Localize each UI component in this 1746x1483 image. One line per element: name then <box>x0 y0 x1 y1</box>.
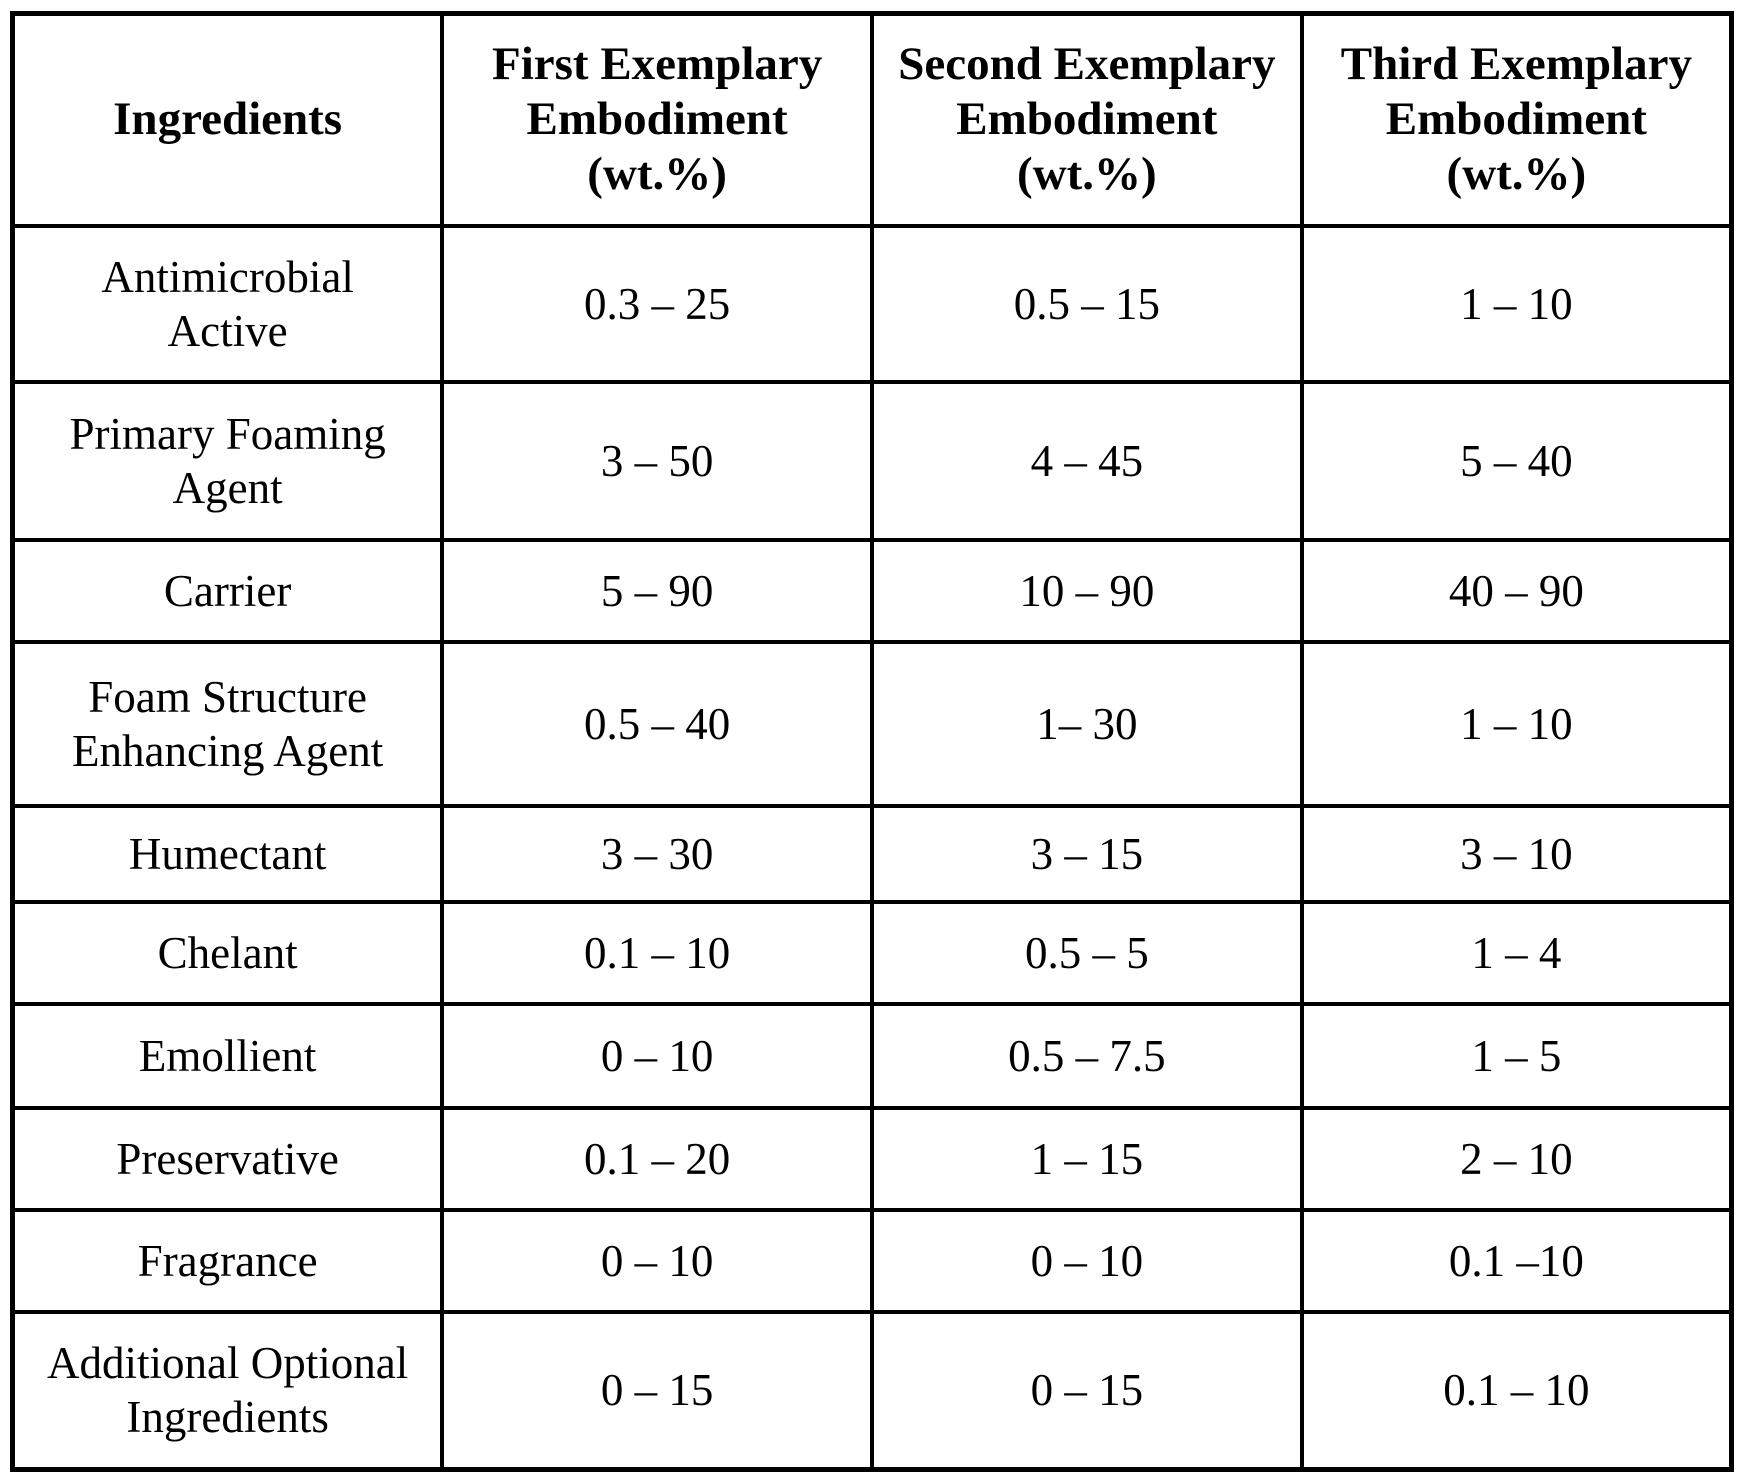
value-second: 0.5 – 7.5 <box>870 1001 1304 1110</box>
row-carrier: Carrier 5 – 90 10 – 90 40 – 90 <box>10 537 1734 644</box>
row-primary-foaming-agent: Primary Foaming Agent 3 – 50 4 – 45 5 – … <box>10 379 1734 542</box>
value-first: 0.1 – 10 <box>440 899 874 1006</box>
header-row: Ingredients First Exemplary Embodiment (… <box>10 11 1734 228</box>
value-third: 2 – 10 <box>1299 1105 1734 1212</box>
value-first: 0 – 10 <box>440 1207 874 1314</box>
value-second: 10 – 90 <box>870 537 1304 644</box>
ingredient-name: Fragrance <box>10 1207 445 1314</box>
ingredient-name: Carrier <box>10 537 445 644</box>
value-first: 3 – 50 <box>440 379 874 542</box>
value-second: 0.5 – 5 <box>870 899 1304 1006</box>
value-third: 5 – 40 <box>1299 379 1734 542</box>
value-third: 0.1 –10 <box>1299 1207 1734 1314</box>
value-second: 1 – 15 <box>870 1105 1304 1212</box>
row-additional-optional-ingredients: Additional Optional Ingredients 0 – 15 0… <box>10 1309 1734 1472</box>
ingredient-name: Preservative <box>10 1105 445 1212</box>
row-preservative: Preservative 0.1 – 20 1 – 15 2 – 10 <box>10 1105 1734 1212</box>
value-second: 0 – 10 <box>870 1207 1304 1314</box>
value-third: 40 – 90 <box>1299 537 1734 644</box>
value-third: 1 – 10 <box>1299 639 1734 808</box>
ingredient-name: Chelant <box>10 899 445 1006</box>
ingredient-name: Primary Foaming Agent <box>10 379 445 542</box>
header-ingredients: Ingredients <box>10 11 445 228</box>
value-second: 0 – 15 <box>870 1309 1304 1472</box>
value-first: 3 – 30 <box>440 803 874 904</box>
row-foam-structure-enhancing-agent: Foam Structure Enhancing Agent 0.5 – 40 … <box>10 639 1734 808</box>
value-first: 0.5 – 40 <box>440 639 874 808</box>
header-first-embodiment: First Exemplary Embodiment (wt.%) <box>440 11 874 228</box>
value-third: 1 – 5 <box>1299 1001 1734 1110</box>
value-first: 5 – 90 <box>440 537 874 644</box>
ingredient-name: Additional Optional Ingredients <box>10 1309 445 1472</box>
row-antimicrobial-active: Antimicrobial Active 0.3 – 25 0.5 – 15 1… <box>10 223 1734 384</box>
ingredient-name: Humectant <box>10 803 445 904</box>
row-chelant: Chelant 0.1 – 10 0.5 – 5 1 – 4 <box>10 899 1734 1006</box>
value-second: 1– 30 <box>870 639 1304 808</box>
value-third: 1 – 4 <box>1299 899 1734 1006</box>
row-fragrance: Fragrance 0 – 10 0 – 10 0.1 –10 <box>10 1207 1734 1314</box>
row-emollient: Emollient 0 – 10 0.5 – 7.5 1 – 5 <box>10 1001 1734 1110</box>
value-third: 0.1 – 10 <box>1299 1309 1734 1472</box>
ingredient-name: Foam Structure Enhancing Agent <box>10 639 445 808</box>
header-third-embodiment: Third Exemplary Embodiment (wt.%) <box>1299 11 1734 228</box>
value-first: 0.1 – 20 <box>440 1105 874 1212</box>
value-second: 4 – 45 <box>870 379 1304 542</box>
value-first: 0 – 10 <box>440 1001 874 1110</box>
ingredient-name: Antimicrobial Active <box>10 223 445 384</box>
value-second: 3 – 15 <box>870 803 1304 904</box>
header-second-embodiment: Second Exemplary Embodiment (wt.%) <box>870 11 1304 228</box>
value-third: 3 – 10 <box>1299 803 1734 904</box>
value-third: 1 – 10 <box>1299 223 1734 384</box>
ingredients-table: Ingredients First Exemplary Embodiment (… <box>10 11 1734 1472</box>
row-humectant: Humectant 3 – 30 3 – 15 3 – 10 <box>10 803 1734 904</box>
value-first: 0 – 15 <box>440 1309 874 1472</box>
ingredient-name: Emollient <box>10 1001 445 1110</box>
value-second: 0.5 – 15 <box>870 223 1304 384</box>
value-first: 0.3 – 25 <box>440 223 874 384</box>
